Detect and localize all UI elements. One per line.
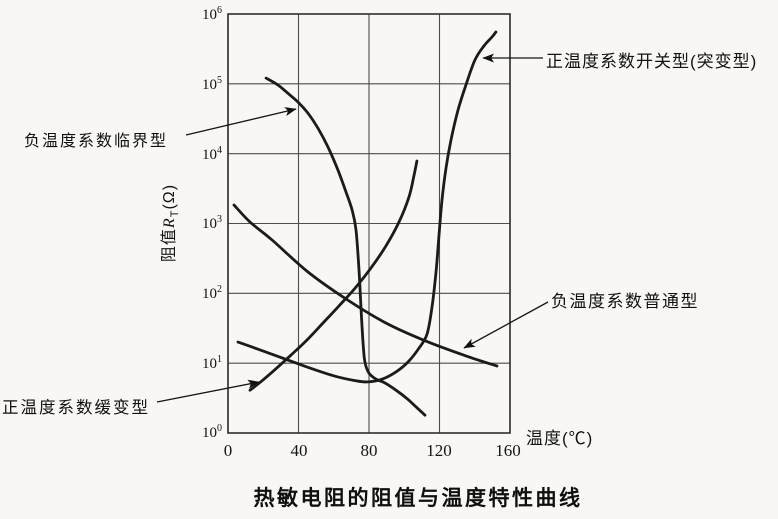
- y-axis-title: 阻值RT(Ω): [160, 183, 182, 263]
- label-ptc-switch-type: 正温度系数开关型(突变型): [546, 52, 758, 71]
- x-axis-title: 温度(℃): [526, 429, 594, 448]
- y-tick-1e0: 100: [202, 423, 222, 442]
- x-tick-80: 80: [360, 441, 378, 460]
- label-ntc-critical-type: 负温度系数临界型: [24, 133, 169, 150]
- x-tick-120: 120: [426, 441, 452, 460]
- y-tick-1e2: 102: [202, 284, 222, 303]
- y-tick-1e3: 103: [202, 214, 222, 233]
- curve-ntc-ordinary: [232, 203, 499, 368]
- y-tick-1e1: 101: [202, 354, 222, 373]
- x-tick-160: 160: [495, 441, 521, 460]
- arrow-slow: [156, 379, 260, 403]
- y-tick-1e6: 106: [202, 5, 222, 24]
- x-tick-40: 40: [290, 441, 308, 460]
- curve-ptc-switch: [236, 30, 498, 384]
- label-ntc-ordinary-type: 负温度系数普通型: [551, 292, 699, 311]
- curve-ptc-slow: [248, 159, 419, 392]
- arrow-ordinary: [463, 301, 549, 349]
- x-tick-0: 0: [223, 441, 233, 460]
- y-tick-1e5: 105: [202, 75, 222, 94]
- curve-ntc-critical: [264, 76, 427, 417]
- plot-border: [227, 13, 511, 434]
- y-tick-1e4: 104: [202, 145, 222, 164]
- figure-caption: 热敏电阻的阻值与温度特性曲线: [253, 486, 583, 510]
- arrow-critical: [185, 107, 297, 136]
- label-ptc-slow-type: 正温度系数缓变型: [2, 399, 150, 417]
